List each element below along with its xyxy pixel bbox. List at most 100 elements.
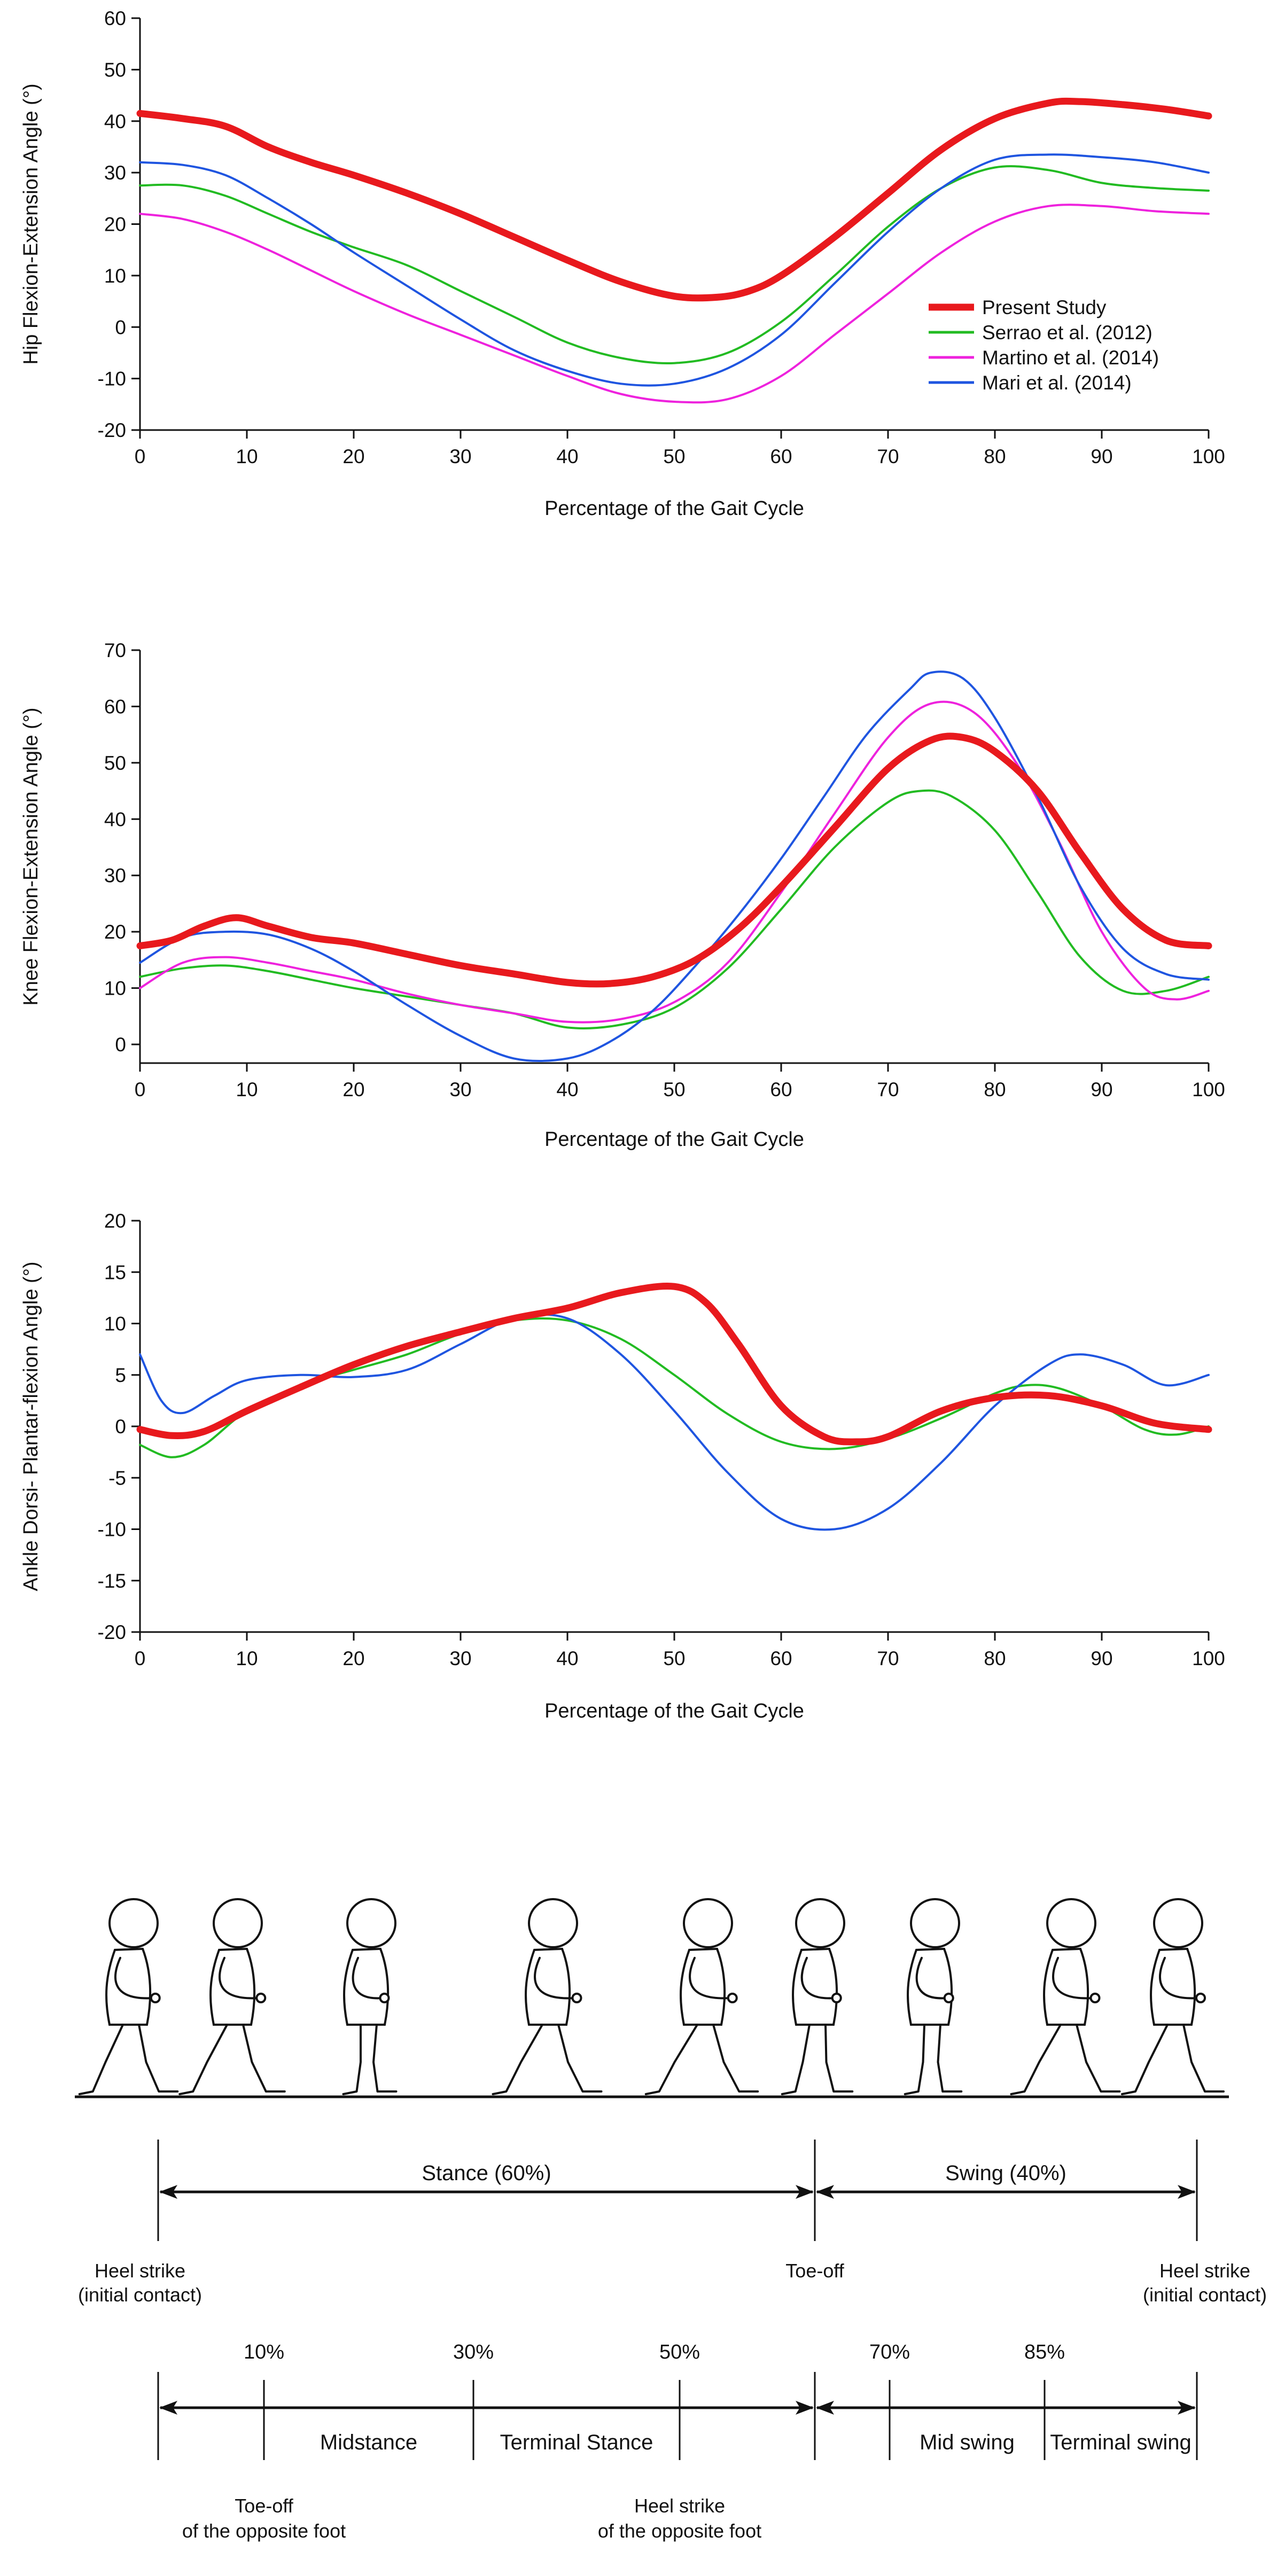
x-tick-label: 0 xyxy=(135,1648,146,1669)
child-front-leg xyxy=(824,2024,854,2093)
child-arm xyxy=(534,1957,577,2000)
x-tick-label: 30 xyxy=(449,446,471,467)
phase-percent-label: 70% xyxy=(869,2341,910,2363)
walking-child-figure xyxy=(1010,1898,1121,2095)
y-tick-label: 50 xyxy=(104,59,126,81)
x-tick-label: 90 xyxy=(1091,1079,1112,1100)
x-tick-label: 70 xyxy=(877,446,899,467)
child-torso xyxy=(1150,1947,1196,2026)
y-tick-label: 0 xyxy=(115,1034,126,1056)
child-back-leg xyxy=(644,2024,698,2095)
x-tick-label: 40 xyxy=(556,1079,578,1100)
child-front-leg xyxy=(1076,2024,1121,2093)
series-line-serrao-et-al-2012 xyxy=(139,789,1210,1029)
stance-label: Stance (60%) xyxy=(422,2161,551,2185)
walking-child-figure xyxy=(644,1898,759,2095)
stance-phases-arrow-right xyxy=(796,2401,814,2415)
child-head xyxy=(528,1898,578,1948)
x-tick-label: 50 xyxy=(663,1648,685,1669)
child-back-leg xyxy=(178,2024,228,2095)
phase-percent-label: 85% xyxy=(1024,2341,1065,2363)
x-tick-label: 0 xyxy=(135,446,146,467)
child-hand xyxy=(1195,1993,1206,2003)
child-head xyxy=(683,1898,733,1948)
x-tick-label: 20 xyxy=(342,446,364,467)
y-axis-title: Hip Flexion-Extension Angle (°) xyxy=(20,83,42,364)
walking-child-figure xyxy=(492,1898,603,2095)
y-tick-label: -15 xyxy=(98,1570,126,1592)
y-tick-label: 0 xyxy=(115,1416,126,1438)
y-tick-label: 50 xyxy=(104,752,126,774)
walking-child-figure xyxy=(781,1898,854,2095)
child-back-leg xyxy=(78,2024,124,2095)
x-tick-label: 60 xyxy=(770,1079,792,1100)
y-tick-label: 10 xyxy=(104,265,126,287)
child-front-leg xyxy=(242,2024,286,2093)
y-tick-label: -20 xyxy=(98,419,126,441)
child-back-leg xyxy=(904,2024,925,2095)
x-tick-label: 100 xyxy=(1192,1648,1225,1669)
y-tick-label: 20 xyxy=(104,921,126,943)
y-tick-label: 10 xyxy=(104,978,126,1000)
child-back-leg xyxy=(342,2024,362,2095)
x-tick-label: 40 xyxy=(556,1648,578,1669)
child-head xyxy=(1046,1898,1096,1948)
child-hand xyxy=(727,1993,738,2003)
x-axis-title: Percentage of the Gait Cycle xyxy=(544,1700,804,1722)
gait-phase-label: Terminal Stance xyxy=(500,2431,653,2454)
stance-arrow-head-right xyxy=(796,2185,814,2199)
x-tick-label: 80 xyxy=(984,1648,1006,1669)
x-tick-label: 20 xyxy=(342,1079,364,1100)
y-tick-label: 60 xyxy=(104,7,126,29)
child-arm xyxy=(1052,1957,1095,2000)
child-front-leg xyxy=(712,2024,759,2093)
phase-percent-label: 10% xyxy=(244,2341,284,2363)
toe-off-opposite-sublabel: of the opposite foot xyxy=(182,2520,346,2542)
child-torso xyxy=(1043,1947,1089,2026)
child-hand xyxy=(255,1993,267,2003)
walking-child-figure xyxy=(178,1898,286,2095)
x-axis-title: Percentage of the Gait Cycle xyxy=(544,497,804,520)
walking-child-figure xyxy=(904,1898,963,2095)
series-line-present-study xyxy=(136,1282,1212,1446)
legend-entry: Serrao et al. (2012) xyxy=(982,322,1153,344)
child-front-leg xyxy=(1182,2024,1225,2093)
series-line-mari-et-al-2014 xyxy=(139,670,1210,1062)
series-line-present-study xyxy=(136,732,1212,988)
gait-phase-label: Midstance xyxy=(320,2431,417,2454)
child-front-leg xyxy=(557,2024,603,2093)
child-back-leg xyxy=(1010,2024,1062,2095)
series-line-martino-et-al-2014 xyxy=(139,700,1210,1024)
stance-arrow-head-left xyxy=(159,2185,177,2199)
child-torso xyxy=(343,1947,390,2026)
heel-strike-opposite-label: Heel strike xyxy=(634,2495,725,2517)
y-tick-label: 20 xyxy=(104,214,126,236)
y-axis-title: Ankle Dorsi- Plantar-flexion Angle (°) xyxy=(20,1261,42,1591)
y-tick-label: 30 xyxy=(104,162,126,184)
child-head xyxy=(346,1898,396,1948)
y-tick-label: -20 xyxy=(98,1621,126,1643)
child-back-leg xyxy=(1121,2024,1169,2095)
y-tick-label: 15 xyxy=(104,1261,126,1283)
x-tick-label: 10 xyxy=(236,1079,258,1100)
stance-phases-arrow-left xyxy=(159,2401,177,2415)
child-hand xyxy=(1089,1993,1101,2003)
x-tick-label: 60 xyxy=(770,1648,792,1669)
child-head xyxy=(795,1898,845,1948)
walking-child-figure xyxy=(1121,1898,1225,2095)
swing-arrow-head-left xyxy=(816,2185,834,2199)
toe-off-opposite-label: Toe-off xyxy=(235,2495,293,2517)
child-hand xyxy=(150,1993,161,2003)
swing-phases-arrow-left xyxy=(816,2401,834,2415)
legend-entry: Present Study xyxy=(982,296,1107,318)
child-head xyxy=(910,1898,960,1948)
child-back-leg xyxy=(781,2024,811,2095)
x-tick-label: 50 xyxy=(663,446,685,467)
y-tick-label: 60 xyxy=(104,696,126,717)
toe-off-label: Toe-off xyxy=(785,2260,844,2282)
legend-entry: Martino et al. (2014) xyxy=(982,347,1159,369)
gait-phase-label: Terminal swing xyxy=(1050,2431,1192,2454)
